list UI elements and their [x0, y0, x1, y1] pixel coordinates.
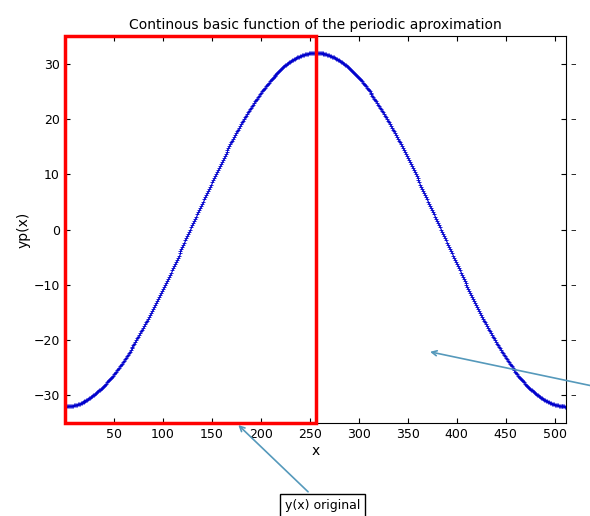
X-axis label: x: x	[312, 444, 320, 458]
Bar	[65, 36, 316, 423]
Text: Mirror image that is assumed by the DCT: Mirror image that is assumed by the DCT	[432, 351, 590, 440]
Text: –: –	[571, 391, 576, 400]
Title: Continous basic function of the periodic aproximation: Continous basic function of the periodic…	[129, 18, 502, 32]
Text: –: –	[571, 114, 576, 124]
Text: –: –	[571, 169, 576, 180]
Text: –: –	[571, 59, 576, 69]
Text: y(x) original: y(x) original	[240, 426, 360, 512]
Text: –: –	[571, 280, 576, 290]
Text: –: –	[571, 335, 576, 345]
Text: –: –	[571, 224, 576, 235]
Y-axis label: yp(x): yp(x)	[17, 212, 31, 248]
